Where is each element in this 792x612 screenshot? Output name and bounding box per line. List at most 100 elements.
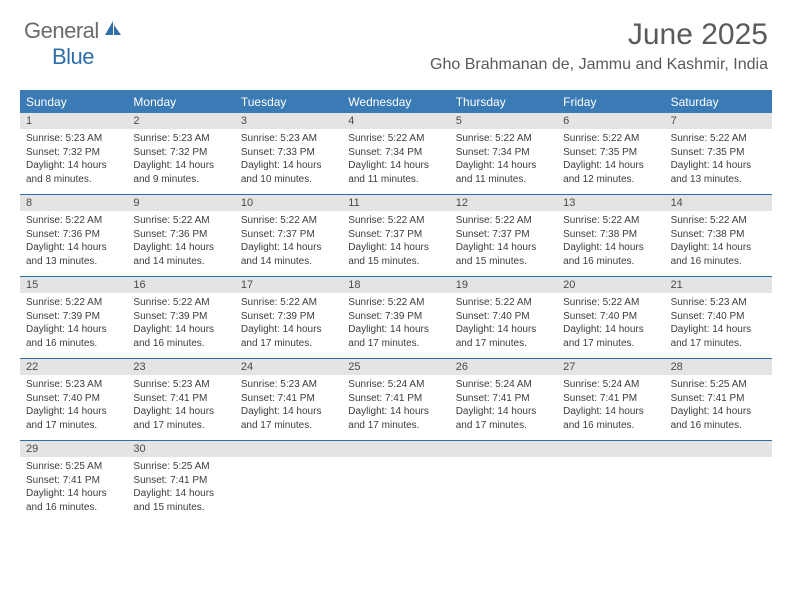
day-d1: Daylight: 14 hours bbox=[26, 159, 121, 173]
day-d1: Daylight: 14 hours bbox=[348, 159, 443, 173]
day-d1: Daylight: 14 hours bbox=[133, 241, 228, 255]
day-sr: Sunrise: 5:23 AM bbox=[26, 132, 121, 146]
day-body: Sunrise: 5:22 AMSunset: 7:38 PMDaylight:… bbox=[665, 211, 772, 276]
day-d1: Daylight: 14 hours bbox=[26, 487, 121, 501]
day-body: Sunrise: 5:22 AMSunset: 7:39 PMDaylight:… bbox=[342, 293, 449, 358]
day-d2: and 12 minutes. bbox=[563, 173, 658, 187]
day-ss: Sunset: 7:41 PM bbox=[241, 392, 336, 406]
day-body: Sunrise: 5:22 AMSunset: 7:40 PMDaylight:… bbox=[557, 293, 664, 358]
day-ss: Sunset: 7:32 PM bbox=[26, 146, 121, 160]
weeks: 1Sunrise: 5:23 AMSunset: 7:32 PMDaylight… bbox=[20, 113, 772, 522]
day-cell: 25Sunrise: 5:24 AMSunset: 7:41 PMDayligh… bbox=[342, 359, 449, 440]
day-number: 19 bbox=[450, 277, 557, 293]
day-ss: Sunset: 7:41 PM bbox=[671, 392, 766, 406]
day-d1: Daylight: 14 hours bbox=[456, 323, 551, 337]
day-d2: and 11 minutes. bbox=[348, 173, 443, 187]
day-cell: 29Sunrise: 5:25 AMSunset: 7:41 PMDayligh… bbox=[20, 441, 127, 522]
day-cell: 26Sunrise: 5:24 AMSunset: 7:41 PMDayligh… bbox=[450, 359, 557, 440]
day-sr: Sunrise: 5:22 AM bbox=[456, 296, 551, 310]
day-d2: and 17 minutes. bbox=[241, 337, 336, 351]
day-ss: Sunset: 7:32 PM bbox=[133, 146, 228, 160]
day-number: 1 bbox=[20, 113, 127, 129]
day-d2: and 13 minutes. bbox=[671, 173, 766, 187]
day-ss: Sunset: 7:40 PM bbox=[563, 310, 658, 324]
day-body: Sunrise: 5:22 AMSunset: 7:35 PMDaylight:… bbox=[665, 129, 772, 194]
day-body: Sunrise: 5:22 AMSunset: 7:37 PMDaylight:… bbox=[342, 211, 449, 276]
day-ss: Sunset: 7:37 PM bbox=[241, 228, 336, 242]
day-d2: and 16 minutes. bbox=[671, 255, 766, 269]
day-number: 18 bbox=[342, 277, 449, 293]
day-number: 11 bbox=[342, 195, 449, 211]
day-d2: and 8 minutes. bbox=[26, 173, 121, 187]
day-sr: Sunrise: 5:22 AM bbox=[348, 296, 443, 310]
day-cell bbox=[235, 441, 342, 522]
day-d1: Daylight: 14 hours bbox=[133, 323, 228, 337]
day-sr: Sunrise: 5:22 AM bbox=[563, 214, 658, 228]
day-sr: Sunrise: 5:25 AM bbox=[671, 378, 766, 392]
day-d2: and 15 minutes. bbox=[456, 255, 551, 269]
day-body bbox=[235, 457, 342, 505]
day-ss: Sunset: 7:37 PM bbox=[456, 228, 551, 242]
day-cell: 16Sunrise: 5:22 AMSunset: 7:39 PMDayligh… bbox=[127, 277, 234, 358]
weekday-row: SundayMondayTuesdayWednesdayThursdayFrid… bbox=[20, 91, 772, 113]
day-ss: Sunset: 7:41 PM bbox=[26, 474, 121, 488]
logo: General bbox=[24, 18, 127, 44]
day-cell: 4Sunrise: 5:22 AMSunset: 7:34 PMDaylight… bbox=[342, 113, 449, 194]
day-cell: 9Sunrise: 5:22 AMSunset: 7:36 PMDaylight… bbox=[127, 195, 234, 276]
day-number: 9 bbox=[127, 195, 234, 211]
day-number: 24 bbox=[235, 359, 342, 375]
day-number: 23 bbox=[127, 359, 234, 375]
day-d1: Daylight: 14 hours bbox=[563, 323, 658, 337]
week-row: 15Sunrise: 5:22 AMSunset: 7:39 PMDayligh… bbox=[20, 277, 772, 359]
day-d2: and 17 minutes. bbox=[133, 419, 228, 433]
day-ss: Sunset: 7:35 PM bbox=[671, 146, 766, 160]
day-number: 3 bbox=[235, 113, 342, 129]
weekday-thursday: Thursday bbox=[450, 91, 557, 113]
day-ss: Sunset: 7:34 PM bbox=[348, 146, 443, 160]
day-number: 4 bbox=[342, 113, 449, 129]
day-sr: Sunrise: 5:23 AM bbox=[241, 378, 336, 392]
day-cell: 24Sunrise: 5:23 AMSunset: 7:41 PMDayligh… bbox=[235, 359, 342, 440]
day-number: 5 bbox=[450, 113, 557, 129]
week-row: 1Sunrise: 5:23 AMSunset: 7:32 PMDaylight… bbox=[20, 113, 772, 195]
day-d1: Daylight: 14 hours bbox=[26, 405, 121, 419]
location: Gho Brahmanan de, Jammu and Kashmir, Ind… bbox=[430, 56, 768, 74]
day-number: 21 bbox=[665, 277, 772, 293]
day-d2: and 10 minutes. bbox=[241, 173, 336, 187]
day-body: Sunrise: 5:23 AMSunset: 7:40 PMDaylight:… bbox=[665, 293, 772, 358]
day-sr: Sunrise: 5:24 AM bbox=[456, 378, 551, 392]
day-d1: Daylight: 14 hours bbox=[671, 159, 766, 173]
day-cell: 23Sunrise: 5:23 AMSunset: 7:41 PMDayligh… bbox=[127, 359, 234, 440]
day-number: 16 bbox=[127, 277, 234, 293]
day-number: 2 bbox=[127, 113, 234, 129]
day-d1: Daylight: 14 hours bbox=[133, 159, 228, 173]
day-body: Sunrise: 5:25 AMSunset: 7:41 PMDaylight:… bbox=[665, 375, 772, 440]
day-body: Sunrise: 5:23 AMSunset: 7:33 PMDaylight:… bbox=[235, 129, 342, 194]
day-d1: Daylight: 14 hours bbox=[241, 323, 336, 337]
day-sr: Sunrise: 5:25 AM bbox=[133, 460, 228, 474]
logo-sail-icon bbox=[103, 19, 123, 44]
day-number: 20 bbox=[557, 277, 664, 293]
day-number: 29 bbox=[20, 441, 127, 457]
day-body: Sunrise: 5:23 AMSunset: 7:41 PMDaylight:… bbox=[235, 375, 342, 440]
day-body: Sunrise: 5:22 AMSunset: 7:39 PMDaylight:… bbox=[235, 293, 342, 358]
day-d2: and 9 minutes. bbox=[133, 173, 228, 187]
day-ss: Sunset: 7:40 PM bbox=[26, 392, 121, 406]
day-cell: 10Sunrise: 5:22 AMSunset: 7:37 PMDayligh… bbox=[235, 195, 342, 276]
day-ss: Sunset: 7:40 PM bbox=[456, 310, 551, 324]
day-d2: and 15 minutes. bbox=[133, 501, 228, 515]
day-number: 28 bbox=[665, 359, 772, 375]
day-body: Sunrise: 5:23 AMSunset: 7:32 PMDaylight:… bbox=[20, 129, 127, 194]
day-body bbox=[665, 457, 772, 505]
day-cell: 21Sunrise: 5:23 AMSunset: 7:40 PMDayligh… bbox=[665, 277, 772, 358]
day-body: Sunrise: 5:24 AMSunset: 7:41 PMDaylight:… bbox=[450, 375, 557, 440]
day-sr: Sunrise: 5:22 AM bbox=[241, 214, 336, 228]
day-ss: Sunset: 7:39 PM bbox=[133, 310, 228, 324]
day-body: Sunrise: 5:22 AMSunset: 7:40 PMDaylight:… bbox=[450, 293, 557, 358]
day-body: Sunrise: 5:22 AMSunset: 7:36 PMDaylight:… bbox=[20, 211, 127, 276]
day-sr: Sunrise: 5:22 AM bbox=[456, 132, 551, 146]
day-cell: 12Sunrise: 5:22 AMSunset: 7:37 PMDayligh… bbox=[450, 195, 557, 276]
month-title: June 2025 bbox=[430, 18, 768, 52]
day-number: 26 bbox=[450, 359, 557, 375]
day-number: 30 bbox=[127, 441, 234, 457]
